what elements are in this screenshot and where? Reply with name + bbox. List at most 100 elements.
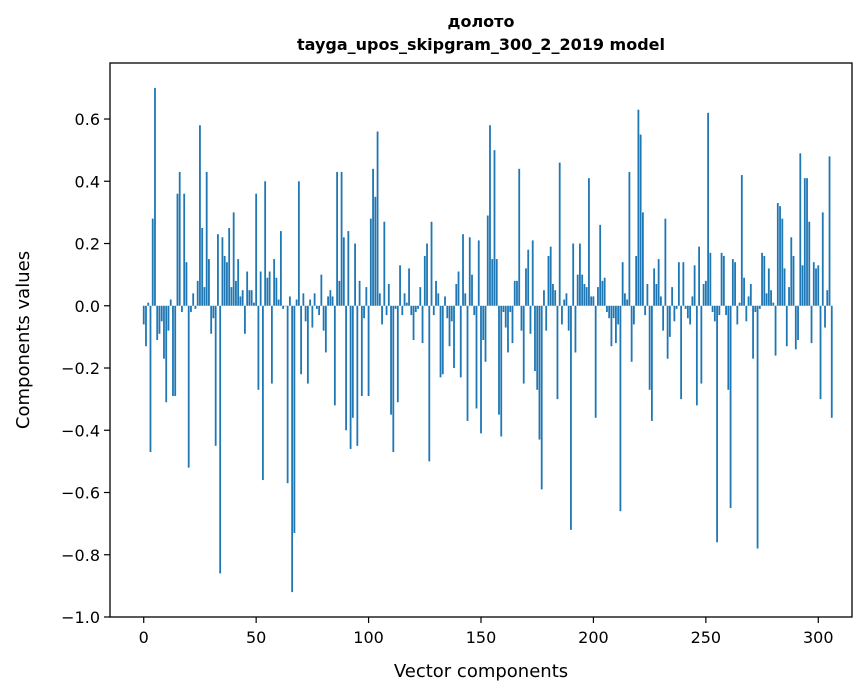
bar-component-243 <box>689 305 692 325</box>
bar-component-89 <box>342 237 345 306</box>
bar-component-179 <box>545 305 548 331</box>
bar-component-120 <box>412 305 415 340</box>
bar-component-96 <box>358 280 361 306</box>
bar-component-263 <box>734 262 736 306</box>
bar-component-257 <box>720 252 723 306</box>
bar-component-31 <box>212 305 215 319</box>
bar-component-249 <box>702 283 705 306</box>
bar-component-141 <box>459 305 462 378</box>
y-tick-label-4: −0.2 <box>61 359 100 378</box>
bar-component-133 <box>441 305 444 375</box>
bar-component-229 <box>657 259 660 306</box>
bar-component-32 <box>214 305 217 446</box>
bar-component-108 <box>385 305 388 316</box>
bar-component-9 <box>163 305 165 359</box>
bar-component-209 <box>612 305 615 319</box>
bar-component-165 <box>513 280 516 306</box>
bar-component-240 <box>682 262 685 306</box>
bar-component-88 <box>340 171 343 306</box>
bar-component-124 <box>421 305 424 344</box>
bar-component-116 <box>403 293 406 306</box>
bar-component-151 <box>482 305 485 340</box>
bar-component-285 <box>783 268 786 306</box>
bar-component-193 <box>576 274 579 306</box>
bar-component-218 <box>633 305 635 325</box>
bar-component-26 <box>201 227 204 306</box>
bar-component-29 <box>208 259 210 306</box>
bar-component-258 <box>722 255 725 306</box>
bar-component-113 <box>396 305 399 403</box>
bar-component-203 <box>599 224 602 306</box>
bar-component-63 <box>284 305 287 307</box>
bar-component-20 <box>187 305 190 468</box>
bar-component-59 <box>275 277 278 306</box>
bar-component-6 <box>156 305 159 340</box>
x-axis-ticks: 0 50 100 150 200 250 300 <box>139 617 834 647</box>
bar-component-4 <box>151 218 154 306</box>
bar-component-147 <box>473 305 476 316</box>
bar-component-119 <box>410 305 413 316</box>
bar-component-45 <box>244 305 246 334</box>
bar-component-80 <box>322 305 325 331</box>
y-tick-label-7: 0.4 <box>75 172 100 191</box>
bar-series <box>142 87 833 593</box>
bar-component-91 <box>347 231 350 306</box>
bar-component-175 <box>536 305 539 390</box>
bar-component-114 <box>399 265 401 306</box>
bar-component-204 <box>601 280 604 306</box>
bar-component-24 <box>196 280 199 306</box>
bar-component-169 <box>522 305 525 384</box>
bar-component-239 <box>680 305 683 400</box>
bar-component-142 <box>462 234 464 306</box>
bar-component-126 <box>426 243 428 306</box>
bar-component-0 <box>142 305 145 325</box>
bar-component-264 <box>736 305 739 325</box>
bar-component-277 <box>765 293 768 306</box>
bar-component-55 <box>266 277 269 306</box>
bar-component-168 <box>520 305 523 331</box>
bar-component-230 <box>659 296 662 306</box>
bar-component-189 <box>567 305 570 331</box>
bar-component-154 <box>489 125 491 306</box>
bar-component-157 <box>495 259 498 306</box>
bar-component-125 <box>423 255 426 306</box>
bar-component-103 <box>374 196 377 306</box>
bar-component-183 <box>554 290 557 306</box>
bar-component-121 <box>414 305 417 312</box>
bar-component-58 <box>273 259 276 306</box>
bar-component-35 <box>221 237 224 306</box>
bar-component-19 <box>185 262 188 306</box>
bar-component-25 <box>199 125 201 306</box>
bar-component-265 <box>738 302 741 306</box>
bar-component-129 <box>432 305 435 316</box>
y-tick-label-5: 0.0 <box>75 297 100 316</box>
bar-component-7 <box>158 305 161 334</box>
bar-component-66 <box>291 305 294 593</box>
bar-component-50 <box>255 193 258 306</box>
bar-component-85 <box>333 305 336 406</box>
bar-component-82 <box>327 296 329 306</box>
bar-component-174 <box>534 305 536 372</box>
bar-component-74 <box>309 299 312 306</box>
bar-component-251 <box>707 112 709 306</box>
bar-component-87 <box>338 280 341 306</box>
bar-component-92 <box>349 305 352 449</box>
bar-component-162 <box>507 305 509 353</box>
bar-component-223 <box>644 305 647 316</box>
bar-component-164 <box>511 305 514 344</box>
x-tick-label-0: 0 <box>139 628 149 647</box>
bar-component-226 <box>650 305 653 421</box>
bar-component-161 <box>504 305 507 328</box>
bar-component-176 <box>538 305 541 440</box>
bar-component-259 <box>725 305 727 316</box>
bar-component-40 <box>232 212 235 306</box>
bar-component-111 <box>392 305 395 453</box>
bar-component-99 <box>365 287 368 306</box>
bar-component-298 <box>812 262 815 306</box>
bar-component-275 <box>761 252 763 306</box>
bar-component-131 <box>437 293 440 306</box>
bar-component-139 <box>455 283 458 306</box>
bar-component-295 <box>806 178 808 306</box>
bar-component-38 <box>228 227 231 306</box>
bar-component-11 <box>167 305 170 331</box>
